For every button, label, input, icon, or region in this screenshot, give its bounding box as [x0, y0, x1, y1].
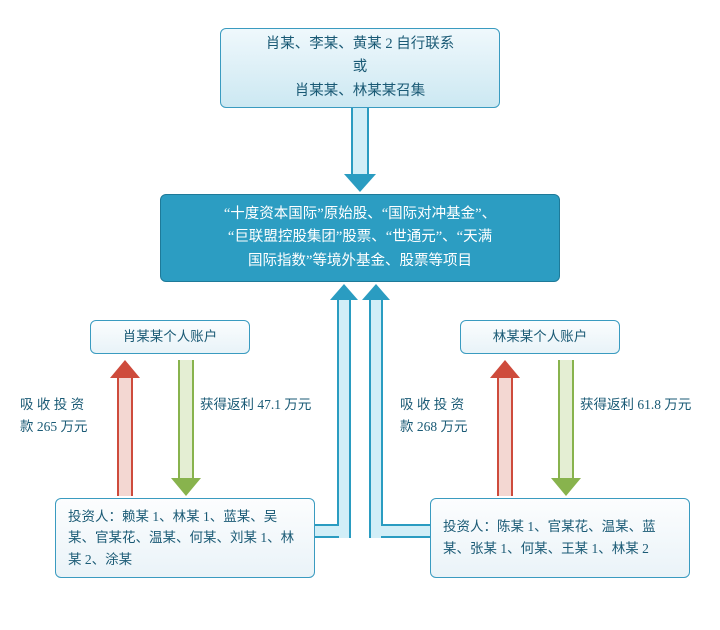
right-red-arrow-head — [490, 360, 520, 378]
mid-line2: “巨联盟控股集团”股票、“世通元”、“天满 — [228, 226, 492, 249]
arrow-top-to-mid-head — [344, 174, 376, 192]
right-account-label: 林某某个人账户 — [493, 326, 588, 348]
center-arrow-left-shaft-v — [337, 300, 351, 538]
left-investors-text: 投资人：赖某 1、林某 1、蓝某、吴某、官某花、温某、何某、刘某 1、林某 2、… — [68, 506, 302, 571]
top-box: 肖某、李某、黄某 2 自行联系 或 肖某某、林某某召集 — [220, 28, 500, 108]
left-green-arrow-head — [171, 478, 201, 496]
left-red-arrow-head — [110, 360, 140, 378]
top-line1: 肖某、李某、黄某 2 自行联系 — [266, 33, 455, 56]
arrow-top-to-mid — [351, 108, 369, 174]
mid-line3: 国际指数”等境外基金、股票等项目 — [248, 250, 472, 273]
center-arrow-right-shaft-v — [369, 300, 383, 538]
right-return-text: 获得返利 61.8 万元 — [580, 394, 700, 416]
right-red-arrow — [497, 378, 513, 496]
center-arrow-right-head — [362, 284, 390, 300]
center-arrow-left-shaft-h — [315, 524, 339, 538]
right-investors-text: 投资人：陈某 1、官某花、温某、蓝某、张某 1、何某、王某 1、林某 2 — [443, 516, 677, 559]
right-investor-box: 投资人：陈某 1、官某花、温某、蓝某、张某 1、何某、王某 1、林某 2 — [430, 498, 690, 578]
top-line2: 或 — [353, 56, 368, 79]
right-green-arrow-head — [551, 478, 581, 496]
center-arrow-right-shaft-h — [381, 524, 430, 538]
left-red-arrow — [117, 378, 133, 496]
right-account-box: 林某某个人账户 — [460, 320, 620, 354]
left-return-text: 获得返利 47.1 万元 — [200, 394, 320, 416]
left-account-box: 肖某某个人账户 — [90, 320, 250, 354]
mid-box: “十度资本国际”原始股、“国际对冲基金”、 “巨联盟控股集团”股票、“世通元”、… — [160, 194, 560, 282]
right-absorb-text: 吸 收 投 资 款 268 万元 — [400, 394, 488, 437]
left-green-arrow — [178, 360, 194, 478]
left-investor-box: 投资人：赖某 1、林某 1、蓝某、吴某、官某花、温某、何某、刘某 1、林某 2、… — [55, 498, 315, 578]
center-arrow-left-head — [330, 284, 358, 300]
right-green-arrow — [558, 360, 574, 478]
left-absorb-text: 吸 收 投 资 款 265 万元 — [20, 394, 108, 437]
top-line3: 肖某某、林某某召集 — [295, 80, 426, 103]
mid-line1: “十度资本国际”原始股、“国际对冲基金”、 — [224, 203, 496, 226]
left-account-label: 肖某某个人账户 — [123, 326, 218, 348]
